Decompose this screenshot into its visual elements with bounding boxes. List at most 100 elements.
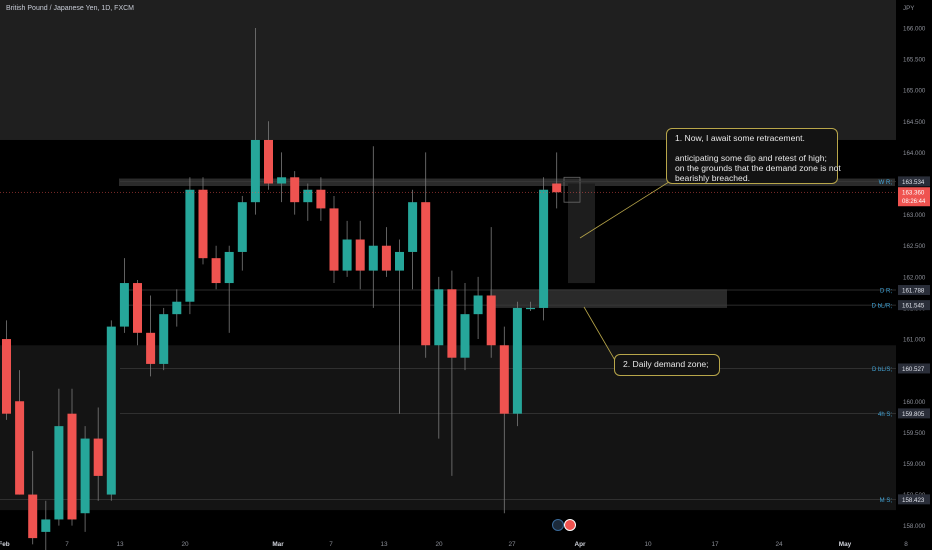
level-price-badge — [898, 408, 930, 419]
price-tick-label: 166.000 — [903, 25, 926, 32]
annotation-line: anticipating some dip and retest of high… — [675, 153, 827, 163]
candle-body — [329, 208, 339, 271]
candle-body — [237, 202, 247, 252]
candle-body — [185, 189, 195, 302]
candle-body — [499, 345, 509, 414]
price-tick-label: 164.000 — [903, 150, 926, 157]
candle-feb-20 — [172, 289, 182, 327]
annotation-line: bearishly breached. — [675, 173, 751, 183]
price-tick-label: 161.000 — [903, 337, 926, 344]
candle-mar-6 — [303, 183, 313, 221]
price-tick-label: 163.000 — [903, 212, 926, 219]
level-price-badge — [898, 494, 930, 505]
candle-mar-23 — [473, 276, 483, 340]
time-axis[interactable]: Feb 7 13 20 Mar 7 13 20 27 Apr 10 17 24 May 8 — [0, 541, 908, 548]
candle-body — [67, 413, 77, 520]
annotation-connector — [579, 179, 673, 239]
candle-feb-7 — [54, 388, 64, 526]
candle-feb-3 — [28, 451, 38, 545]
candle-feb-8 — [67, 388, 77, 526]
time-tick-label: 17 — [711, 541, 719, 548]
lightning-icon[interactable] — [552, 519, 564, 531]
candle-feb-9 — [80, 426, 90, 532]
price-tick-label: 158.000 — [903, 523, 926, 530]
candle-feb-21 — [185, 177, 195, 315]
candle-mar-16 — [408, 189, 418, 290]
time-tick-label: 7 — [329, 541, 333, 548]
candle-feb-17 — [159, 307, 169, 371]
candle-feb-10 — [93, 407, 103, 501]
level-label: 4h S; — [878, 412, 892, 418]
weekly-resistance-band — [119, 178, 895, 187]
candle-body — [381, 245, 391, 271]
price-tick-label: 162.000 — [903, 274, 926, 281]
price-tick-label: 159.000 — [903, 461, 926, 468]
retracement-projection — [568, 183, 595, 284]
annotation-demand-zone[interactable]: 2. Daily demand zone; — [614, 354, 720, 376]
time-tick-label: May — [839, 541, 852, 548]
candle-mar-8 — [329, 195, 339, 284]
candle-body — [552, 183, 562, 193]
time-tick-label: 10 — [644, 541, 652, 548]
candle-body — [119, 283, 129, 327]
candle-body — [211, 258, 221, 284]
price-tick-label: 159.500 — [903, 430, 926, 437]
annotation-line: on the grounds that the demand zone is n… — [675, 163, 841, 173]
candle-mar-9 — [342, 220, 352, 277]
time-tick-label: 7 — [65, 541, 69, 548]
time-tick-label: 20 — [435, 541, 443, 548]
level-price-badge — [898, 363, 930, 374]
candle-feb-13 — [106, 320, 116, 501]
candle-feb-24 — [224, 245, 234, 333]
level-price-value: 161.788 — [902, 288, 925, 295]
candle-body — [93, 438, 103, 476]
candle-body — [106, 326, 116, 495]
candle-body — [159, 314, 169, 364]
candle-mar-22 — [460, 283, 470, 371]
candle-mar-21 — [447, 270, 457, 476]
candle-body — [355, 239, 365, 271]
candle-body — [133, 283, 142, 333]
candle-body — [15, 401, 25, 495]
candle-body — [224, 251, 234, 284]
candle-body — [290, 177, 300, 203]
level-price-value: 159.805 — [902, 411, 925, 418]
candle-mar-30 — [539, 177, 549, 321]
candle-mar-28 — [512, 301, 522, 427]
daily-demand-zone — [490, 289, 727, 308]
candle-body — [146, 332, 156, 364]
candle-body — [250, 139, 260, 203]
candle-body — [41, 519, 51, 532]
candle-mar-20 — [434, 276, 444, 439]
candle-feb-28 — [250, 27, 260, 215]
candle-body — [539, 189, 549, 308]
overlays — [0, 179, 896, 363]
candle-feb-2 — [15, 370, 25, 495]
candle-body — [408, 202, 418, 252]
candle-feb-22 — [198, 177, 208, 265]
candle-mar-15 — [395, 239, 404, 414]
annotation-retracement[interactable]: 1. Now, I await some retracement. antici… — [666, 128, 841, 184]
price-axis[interactable]: 158.000158.500159.000159.500160.000160.5… — [898, 5, 930, 530]
candle-body — [303, 189, 313, 203]
price-tick-label: 165.500 — [903, 57, 926, 64]
alert-record-icon[interactable] — [564, 519, 576, 531]
candle-body — [2, 339, 11, 414]
time-tick-label: 24 — [775, 541, 783, 548]
candle-body — [395, 251, 404, 271]
candle-body — [80, 438, 90, 514]
candle-mar-27 — [499, 326, 509, 514]
candle-body — [486, 295, 496, 346]
level-label: D bL/S; — [872, 367, 892, 373]
candle-mar-3 — [290, 171, 300, 215]
candle-mar-29 — [526, 301, 535, 312]
supply-zone — [0, 0, 896, 140]
range-zone — [0, 345, 896, 511]
annotation-line: 2. Daily demand zone; — [623, 359, 709, 369]
candle-feb-23 — [211, 245, 221, 290]
level-price-badge — [898, 285, 930, 296]
annotation-line: 1. Now, I await some retracement. — [675, 133, 805, 143]
candle-feb-15 — [133, 279, 142, 346]
price-tick-label: 164.500 — [903, 119, 926, 126]
